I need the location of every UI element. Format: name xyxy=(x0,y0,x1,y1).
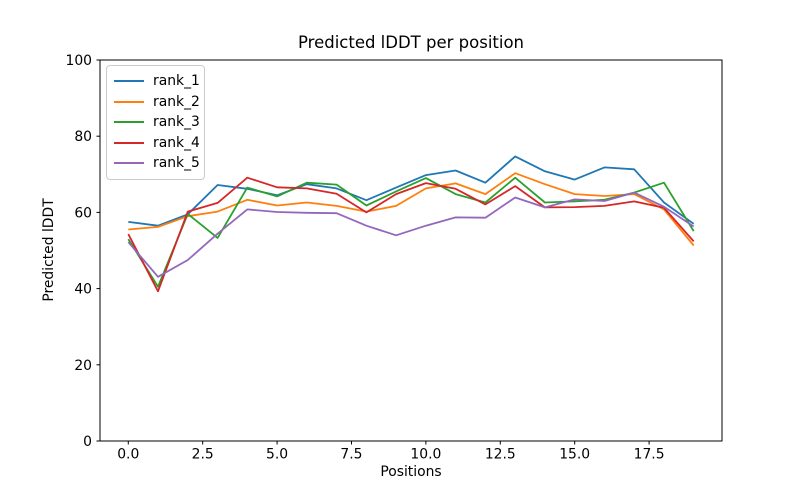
legend-item-rank_2: rank_2 xyxy=(114,92,200,113)
legend-line-sample-rank_1 xyxy=(114,80,144,83)
x-tick-label: 12.5 xyxy=(485,447,516,463)
legend-line-sample-rank_5 xyxy=(114,162,144,165)
x-tick-label: 7.5 xyxy=(340,447,362,463)
x-tick-label: 10.0 xyxy=(410,447,441,463)
legend-line-sample-rank_2 xyxy=(114,100,144,103)
legend-label-rank_5: rank_5 xyxy=(153,155,200,172)
legend-item-rank_3: rank_3 xyxy=(114,112,200,133)
y-tick-label: 100 xyxy=(65,53,92,69)
legend-label-rank_2: rank_2 xyxy=(153,93,200,110)
y-tick-label: 60 xyxy=(74,205,92,221)
legend-item-rank_1: rank_1 xyxy=(114,71,200,92)
legend-line-sample-rank_3 xyxy=(114,121,144,124)
y-tick-label: 20 xyxy=(74,358,92,374)
series-line-rank_2 xyxy=(128,172,695,247)
x-tick-label: 2.5 xyxy=(192,447,214,463)
legend-line-sample-rank_4 xyxy=(114,141,144,144)
legend-item-rank_5: rank_5 xyxy=(114,153,200,174)
legend: rank_1 rank_2 rank_3 rank_4 rank_5 xyxy=(106,65,205,180)
legend-label-rank_1: rank_1 xyxy=(153,73,200,90)
x-tick-label: 5.0 xyxy=(266,447,288,463)
y-tick-label: 80 xyxy=(74,129,92,145)
legend-label-rank_4: rank_4 xyxy=(153,134,200,151)
series-line-rank_1 xyxy=(128,155,695,227)
x-tick-label: 0.0 xyxy=(117,447,139,463)
series-line-rank_4 xyxy=(127,176,695,293)
y-tick-label: 0 xyxy=(83,434,92,450)
legend-label-rank_3: rank_3 xyxy=(153,114,200,131)
series-line-rank_3 xyxy=(127,176,695,288)
series-line-rank_5 xyxy=(127,191,695,278)
y-axis-label: Predicted lDDT xyxy=(41,198,57,302)
chart-title: Predicted lDDT per position xyxy=(297,33,525,52)
x-tick-label: 15.0 xyxy=(559,447,590,463)
legend-item-rank_4: rank_4 xyxy=(114,133,200,154)
y-tick-label: 40 xyxy=(74,282,92,298)
axes-spines xyxy=(99,59,723,442)
x-tick-label: 17.5 xyxy=(634,447,665,463)
x-axis-label: Positions xyxy=(380,464,442,480)
